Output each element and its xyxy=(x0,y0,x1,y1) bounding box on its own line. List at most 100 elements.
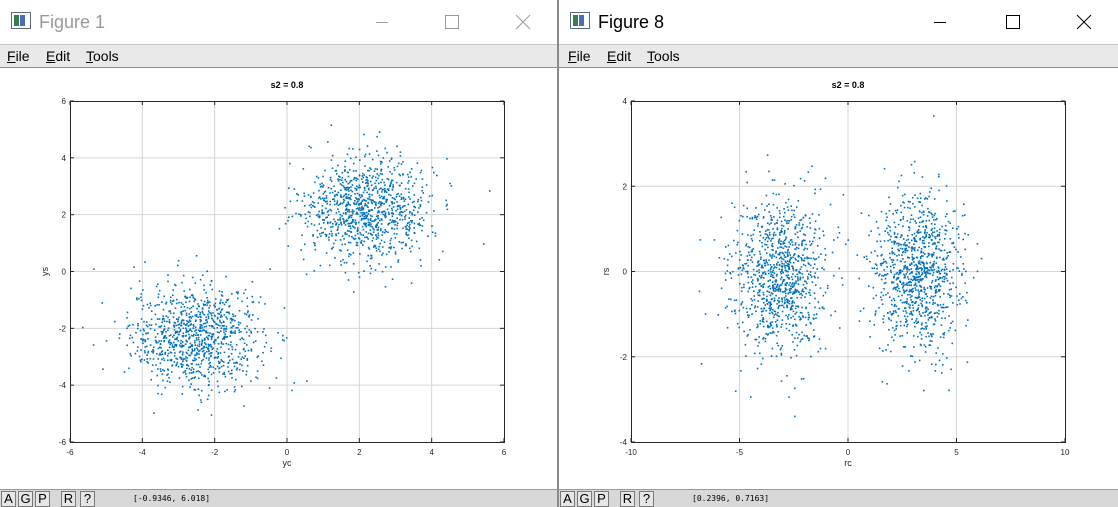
data-point xyxy=(906,284,908,286)
data-point xyxy=(357,237,360,239)
data-point xyxy=(888,210,891,212)
data-point xyxy=(378,182,380,185)
plot-canvas[interactable]: -10 -5 0 5 10 -4 -2 0 2 4 s2 = 0.8 rc rs xyxy=(559,68,1118,488)
figure-8-window[interactable]: Figure 8 File Edit Tools -10 -5 0 5 10 -4 -2 0 2… xyxy=(559,0,1118,507)
data-point xyxy=(387,222,390,225)
data-point xyxy=(365,200,367,202)
data-point xyxy=(791,301,794,303)
data-point xyxy=(270,347,273,349)
data-point xyxy=(876,272,878,274)
autoscale-button[interactable]: A xyxy=(1,491,16,507)
data-point xyxy=(756,277,759,280)
data-point xyxy=(221,315,223,318)
data-point xyxy=(364,215,367,217)
menu-edit[interactable]: Edit xyxy=(46,48,71,64)
data-point xyxy=(338,223,340,226)
data-point xyxy=(347,175,350,178)
data-point xyxy=(133,266,135,268)
grid-button[interactable]: G xyxy=(18,491,33,507)
close-button[interactable] xyxy=(1061,5,1107,39)
data-point xyxy=(771,321,774,323)
data-point xyxy=(751,256,753,259)
autoscale-button[interactable]: A xyxy=(560,491,575,507)
data-point xyxy=(194,344,197,346)
data-point xyxy=(919,221,921,224)
scatter-points xyxy=(81,124,491,416)
data-point xyxy=(421,178,424,180)
data-point xyxy=(771,266,773,268)
data-point xyxy=(924,236,926,239)
plot-canvas[interactable]: -6 -4 -2 0 2 4 6 -6 -4 -2 0 2 4 6 s2 = 0.8 yc ys xyxy=(0,68,557,488)
data-point xyxy=(916,270,918,273)
data-point xyxy=(241,385,243,388)
maximize-button[interactable] xyxy=(429,5,475,39)
data-point xyxy=(237,292,239,295)
data-point xyxy=(883,167,886,170)
data-point xyxy=(798,222,801,224)
data-point xyxy=(785,270,788,272)
data-point xyxy=(231,348,234,351)
data-point xyxy=(939,256,941,259)
help-button[interactable]: ? xyxy=(639,491,654,507)
data-point xyxy=(404,244,407,246)
pan-button[interactable]: P xyxy=(594,491,609,507)
grid-button[interactable]: G xyxy=(577,491,592,507)
data-point xyxy=(377,217,379,219)
data-point xyxy=(873,267,876,269)
data-point xyxy=(341,172,344,174)
data-point xyxy=(372,220,375,222)
rotate-button[interactable]: R xyxy=(620,491,635,507)
title-bar[interactable]: Figure 1 xyxy=(0,0,557,44)
data-point xyxy=(917,297,919,299)
data-point xyxy=(312,204,314,207)
data-point xyxy=(911,313,913,316)
figure-1-window[interactable]: Figure 1 File Edit Tools -6 -4 -2 0 2 4 6 -6 -4-… xyxy=(0,0,557,507)
title-bar[interactable]: Figure 8 xyxy=(559,0,1118,44)
data-point xyxy=(780,260,783,263)
data-point xyxy=(892,264,894,266)
data-point xyxy=(366,185,368,187)
close-button[interactable] xyxy=(500,5,546,39)
data-point xyxy=(924,198,926,200)
data-point xyxy=(780,352,783,355)
menu-tools[interactable]: Tools xyxy=(647,48,680,64)
data-point xyxy=(893,221,896,224)
data-point xyxy=(264,303,266,305)
data-point xyxy=(902,346,905,348)
rotate-button[interactable]: R xyxy=(61,491,76,507)
help-button[interactable]: ? xyxy=(80,491,95,507)
data-point xyxy=(805,243,807,246)
data-point xyxy=(775,252,777,254)
data-point xyxy=(932,231,934,234)
minimize-button[interactable] xyxy=(917,5,963,39)
data-point xyxy=(926,256,929,258)
data-point xyxy=(942,303,945,306)
menu-tools[interactable]: Tools xyxy=(86,48,119,64)
menu-file[interactable]: File xyxy=(568,48,591,64)
data-point xyxy=(931,216,934,218)
data-point xyxy=(908,269,911,271)
data-point xyxy=(169,296,172,298)
minimize-button[interactable] xyxy=(359,5,405,39)
data-point xyxy=(402,161,404,163)
pan-button[interactable]: P xyxy=(35,491,50,507)
data-point xyxy=(374,269,377,271)
data-point xyxy=(347,182,350,185)
data-point xyxy=(920,261,923,264)
data-point xyxy=(167,368,169,370)
menu-file[interactable]: File xyxy=(7,48,30,64)
data-point xyxy=(360,203,362,205)
data-point xyxy=(194,354,197,356)
data-point xyxy=(773,267,775,269)
data-point xyxy=(223,331,225,334)
data-point xyxy=(244,288,247,291)
data-point xyxy=(380,170,382,172)
maximize-button[interactable] xyxy=(990,5,1036,39)
data-point xyxy=(229,335,232,337)
menu-edit[interactable]: Edit xyxy=(607,48,632,64)
data-point xyxy=(771,276,774,278)
data-point xyxy=(176,330,179,333)
data-point xyxy=(890,269,892,272)
